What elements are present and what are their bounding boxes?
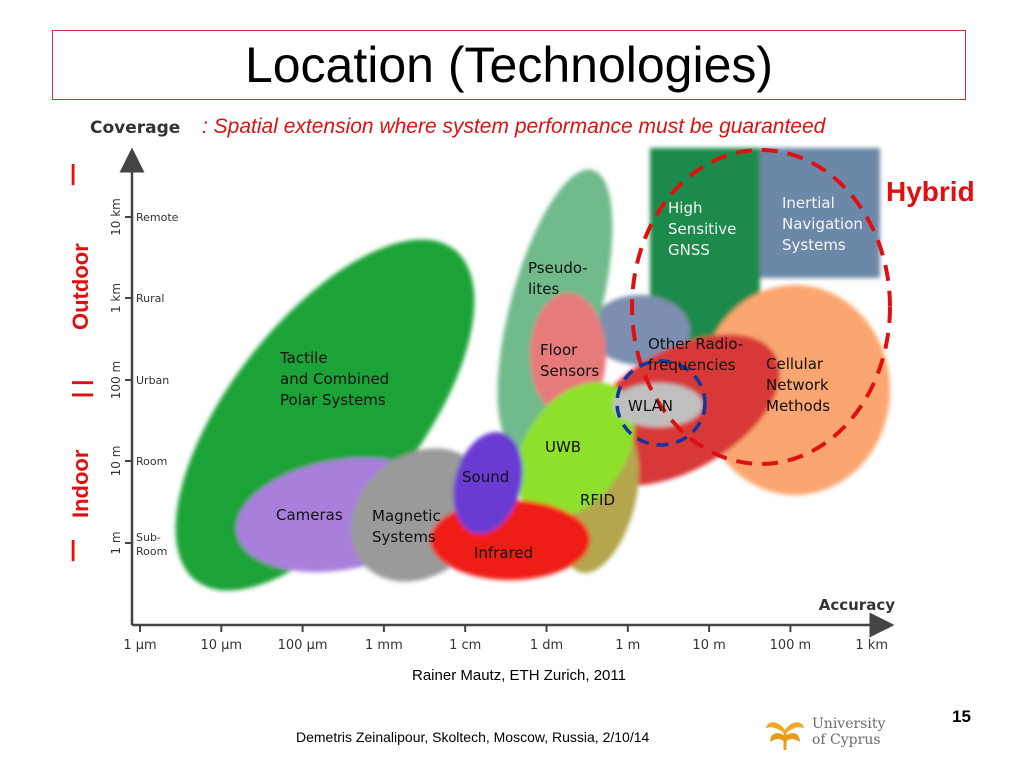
inertial-label: Inertial — [782, 194, 835, 212]
y-ticks: 10 km Remote 1 km Rural 100 m Urban 10 m Room 1 … — [109, 198, 179, 558]
infrared-label: Infrared — [474, 544, 533, 562]
x-tick-label: 1 mm — [365, 638, 403, 653]
y-tick-name: Room — [136, 545, 167, 558]
y-tick-scale: 10 m — [109, 446, 123, 477]
y-tick-name: Sub- — [136, 531, 161, 544]
tactile-label: Tactile — [279, 349, 328, 367]
y-tick-scale: 1 km — [109, 283, 123, 313]
x-tick-label: 1 m — [615, 638, 640, 653]
y-tick-name: Rural — [136, 292, 164, 305]
indoor-bracket-bottom: | — [70, 536, 77, 561]
uwb-label: UWB — [545, 438, 581, 456]
sound-label: Sound — [462, 468, 509, 486]
rfid-label: RFID — [580, 491, 615, 509]
x-tick-label: 1 dm — [530, 638, 563, 653]
technology-labels: Tactile and Combined Polar Systems Cameras M… — [276, 194, 863, 562]
sound-ellipse — [453, 432, 523, 534]
y-tick-name: Urban — [136, 374, 169, 387]
university-logo: University of Cyprus — [764, 712, 885, 752]
logo-emblem-icon — [766, 722, 804, 750]
x-ticks: 1 µm 10 µm 100 µm 1 mm 1 cm 1 dm 1 m 10 m 100 m 1… — [123, 625, 888, 653]
outdoor-bracket-top: | — [70, 160, 77, 185]
indoor-label: Indoor — [68, 449, 93, 518]
hybrid-dashed-ellipse — [630, 148, 892, 466]
pseudolites-label: lites — [528, 280, 559, 298]
radio-label: Other Radio- — [648, 335, 743, 353]
gnss-label: GNSS — [668, 241, 710, 259]
x-tick-label: 1 km — [855, 638, 888, 653]
magnetic-label: Systems — [372, 528, 436, 546]
gnss-label: High — [668, 199, 702, 217]
x-tick-label: 100 µm — [278, 638, 328, 653]
coverage-label: Coverage — [90, 118, 181, 138]
logo-text: University of Cyprus — [812, 716, 885, 748]
cellular-label: Methods — [766, 397, 830, 415]
x-tick-label: 10 µm — [200, 638, 242, 653]
coverage-definition: : Spatial extension where system perform… — [202, 115, 826, 138]
cellular-label: Cellular — [766, 355, 824, 373]
gnss-label: Sensitive — [668, 220, 736, 238]
cellular-label: Network — [766, 376, 829, 394]
magnetic-label: Magnetic — [372, 507, 441, 525]
pseudolites-label: Pseudo- — [528, 259, 588, 277]
slide-title: Location (Technologies) — [244, 37, 774, 93]
floor-label: Floor — [540, 341, 578, 359]
y-tick-scale: 1 m — [109, 531, 123, 554]
source-credit: Rainer Mautz, ETH Zurich, 2011 — [412, 667, 626, 684]
y-tick-name: Remote — [136, 211, 179, 224]
logo-line-1: University — [812, 716, 886, 732]
outdoor-label: Outdoor — [68, 243, 93, 330]
inertial-label: Systems — [782, 236, 846, 254]
tactile-label: and Combined — [280, 370, 389, 388]
y-tick-name: Room — [136, 455, 167, 468]
x-tick-label: 100 m — [770, 638, 812, 653]
floor-label: Sensors — [540, 362, 599, 380]
steelblue-region — [590, 295, 690, 365]
wlan-dashed-ellipse — [615, 359, 707, 447]
x-tick-label: 1 cm — [449, 638, 481, 653]
page-number: 15 — [952, 707, 971, 726]
indoor-bracket-mid: | | — [68, 379, 93, 398]
radio-label: frequencies — [648, 356, 736, 374]
hybrid-label: Hybrid — [886, 176, 975, 207]
x-tick-label: 1 µm — [123, 638, 156, 653]
inertial-label: Navigation — [782, 215, 863, 233]
tactile-label: Polar Systems — [280, 391, 386, 409]
footer-text: Demetris Zeinalipour, Skoltech, Moscow, … — [296, 729, 650, 745]
y-tick-scale: 10 km — [109, 198, 123, 236]
title-box: Location (Technologies) — [52, 30, 966, 100]
uwb-ellipse — [515, 382, 635, 518]
logo-line-2: of Cyprus — [812, 732, 881, 748]
cameras-label: Cameras — [276, 506, 343, 524]
x-tick-label: 10 m — [692, 638, 725, 653]
x-axis-title: Accuracy — [819, 596, 895, 614]
y-tick-scale: 100 m — [109, 361, 123, 399]
wlan-label: WLAN — [628, 397, 673, 415]
